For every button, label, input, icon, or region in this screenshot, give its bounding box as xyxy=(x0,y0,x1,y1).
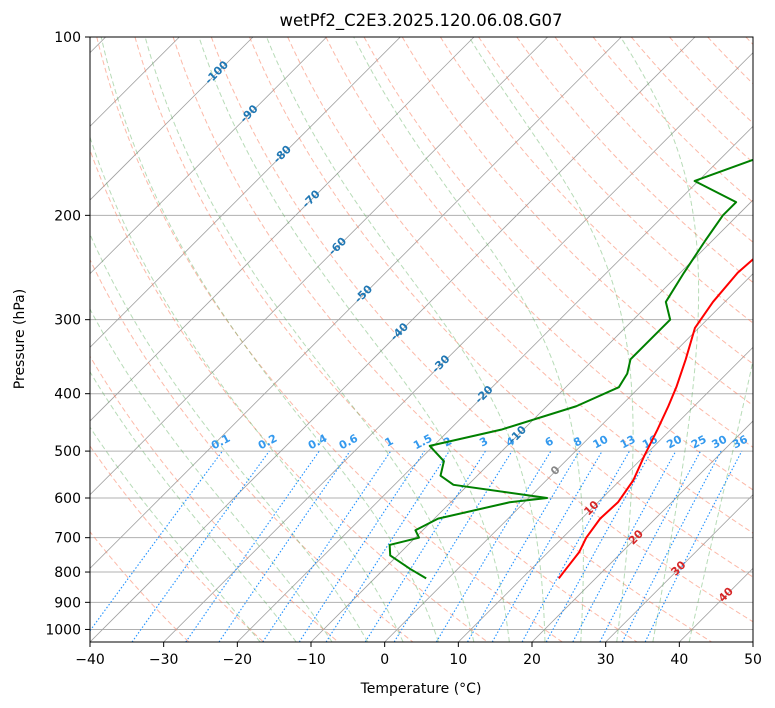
isotherm-line xyxy=(90,37,622,569)
mixing-ratio-label: 13 xyxy=(618,433,638,452)
moist-adiabat-line xyxy=(100,37,439,642)
x-tick-label: 30 xyxy=(597,652,615,668)
isotherm-line xyxy=(531,420,753,642)
dewpoint-profile-line xyxy=(388,158,753,580)
mixing-ratio-line xyxy=(185,450,320,642)
x-tick-label: 50 xyxy=(744,652,762,668)
temperature-profile-line xyxy=(557,257,753,579)
mixing-ratio-line xyxy=(599,450,702,642)
moist-adiabat-line xyxy=(688,358,753,642)
dry-adiabat-line xyxy=(96,37,563,642)
mixing-ratio-line xyxy=(364,450,486,642)
moist-adiabat-line xyxy=(144,37,475,642)
mixing-ratio-label: 30 xyxy=(710,433,730,452)
mixing-ratio-label: 16 xyxy=(640,433,660,452)
mixing-ratio-line xyxy=(325,450,450,642)
mixing-ratio-line xyxy=(131,450,270,642)
isotherm-line xyxy=(90,37,254,201)
y-tick-label: 1000 xyxy=(45,622,81,638)
dry-adiabat-line xyxy=(249,37,753,578)
dry-adiabat-line xyxy=(478,37,753,324)
isotherm-line xyxy=(384,273,753,642)
dry-adiabat-line xyxy=(210,37,753,623)
isotherm-line xyxy=(163,52,753,642)
dry-adiabat-line xyxy=(401,37,753,406)
y-tick-label: 700 xyxy=(54,531,81,547)
moist-adiabat-line xyxy=(468,37,634,642)
mixing-ratio-line xyxy=(521,450,630,642)
mixing-ratio-line xyxy=(644,450,743,642)
moist-adiabat-line xyxy=(90,308,333,642)
x-tick-label: −30 xyxy=(149,652,179,668)
mixing-ratio-label: 25 xyxy=(689,433,709,452)
dry-adiabat-line xyxy=(90,531,190,642)
y-axis-label: Pressure (hPa) xyxy=(12,289,28,389)
mixing-ratio-line xyxy=(218,450,351,642)
dry-adiabat-line xyxy=(134,37,638,642)
y-tick-label: 900 xyxy=(54,595,81,611)
axes: −40 −30 −20 −10 0 10 20 30 40 50 100 200 300 400 500 60… xyxy=(45,30,762,668)
dry-adiabat-line xyxy=(325,37,753,491)
y-tick-label: 400 xyxy=(54,387,81,403)
x-tick-label: 10 xyxy=(449,652,467,668)
dry-adiabat-line xyxy=(516,37,753,284)
isotherm-line xyxy=(458,346,753,642)
mixing-ratio-label: 20 xyxy=(664,433,684,452)
plot-frame xyxy=(89,36,754,643)
y-tick-label: 300 xyxy=(54,313,81,329)
moist-adiabat-line xyxy=(620,37,700,642)
mixing-ratio-line xyxy=(545,450,653,642)
mixing-ratio-line xyxy=(393,450,513,642)
isotherm-line xyxy=(90,37,548,496)
dry-adiabat-line xyxy=(90,445,264,642)
mixing-ratio-line xyxy=(572,450,677,642)
isotherm-line xyxy=(90,37,696,642)
moist-adiabat-line xyxy=(90,426,261,642)
isotherm-line xyxy=(90,37,475,422)
moist-adiabat-line xyxy=(90,135,404,642)
x-axis-label: Temperature (°C) xyxy=(360,681,482,697)
dry-adiabat-line xyxy=(172,37,712,642)
mixing-ratio-label: 10 xyxy=(591,433,611,452)
mixing-ratio-line xyxy=(262,450,392,642)
dry-adiabat-line xyxy=(439,37,753,365)
mixing-ratio-line xyxy=(621,450,722,642)
mixing-ratio-line xyxy=(298,450,425,642)
x-tick-label: 20 xyxy=(523,652,541,668)
x-tick-label: 40 xyxy=(670,652,688,668)
dry-adiabat-line xyxy=(363,37,753,448)
moist-adiabat-line xyxy=(266,37,546,642)
x-tick-label: −40 xyxy=(75,652,105,668)
dry-adiabat-line xyxy=(90,148,488,642)
y-tick-label: 500 xyxy=(54,444,81,460)
y-tick-label: 100 xyxy=(54,30,81,46)
dry-adiabat-line xyxy=(90,258,414,642)
y-tick-label: 200 xyxy=(54,208,81,224)
isotherm-line xyxy=(310,199,753,642)
x-tick-label: −10 xyxy=(296,652,326,668)
isotherm-line xyxy=(605,494,753,642)
moist-adiabat-line xyxy=(90,233,369,642)
y-tick-label: 800 xyxy=(54,565,81,581)
isotherm-line xyxy=(237,125,753,642)
x-tick-label: 0 xyxy=(380,652,389,668)
plot-area: 0.1 0.2 0.4 0.6 1 1.5 2 3 4 6 8 10 13 16 20 25 30 36-100-… xyxy=(90,37,753,642)
x-tick-label: −20 xyxy=(223,652,253,668)
moist-adiabat-line xyxy=(353,37,584,642)
mixing-ratio-line xyxy=(90,450,223,632)
isotherm-line xyxy=(90,37,327,275)
chart-title: wetPf2_C2E3.2025.120.06.08.G07 xyxy=(279,11,562,31)
y-tick-label: 600 xyxy=(54,491,81,507)
mixing-ratio-label: 36 xyxy=(730,433,750,452)
